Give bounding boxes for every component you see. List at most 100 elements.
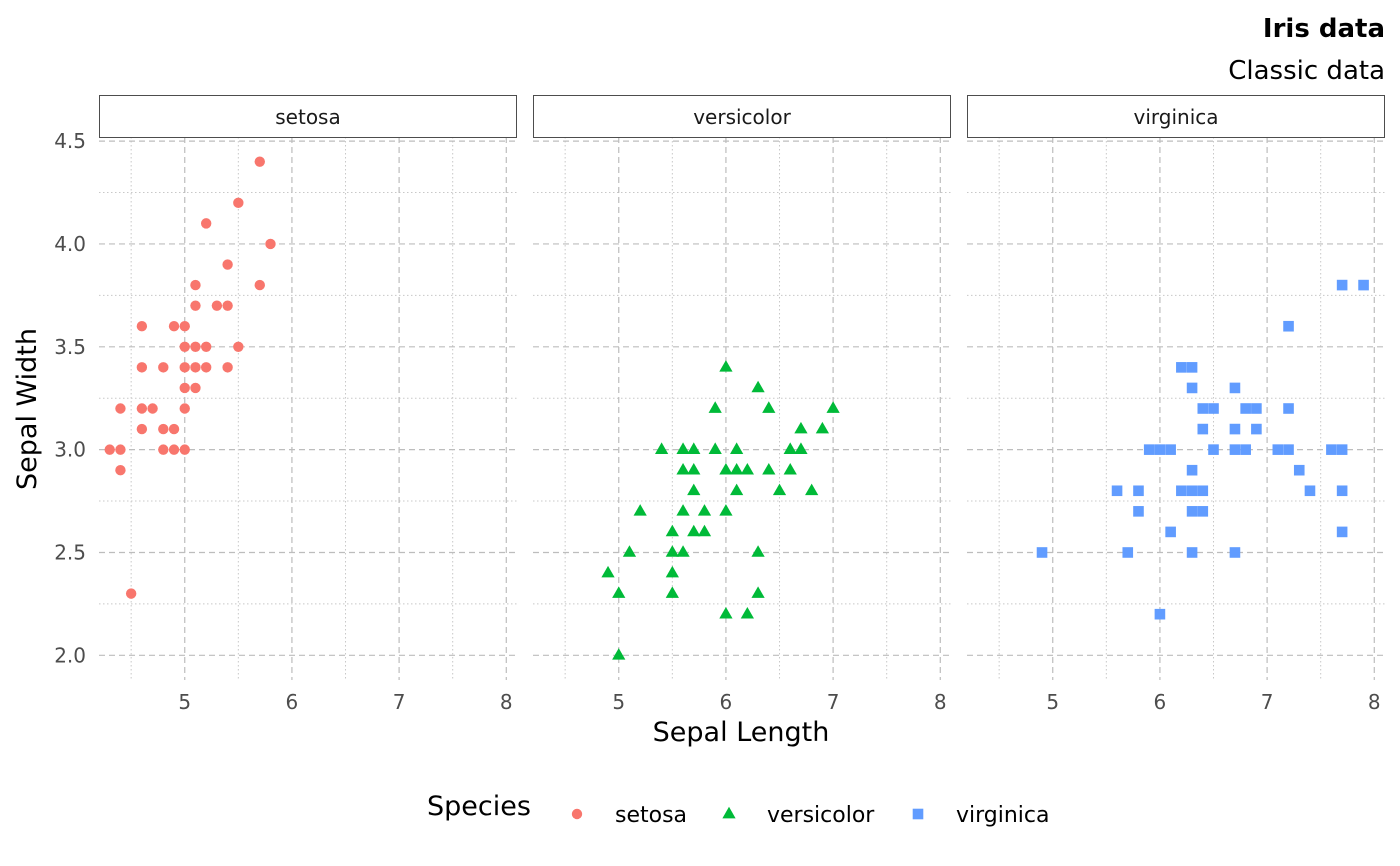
data-point-setosa [179,403,190,414]
y-tick-label: 2.5 [54,540,86,564]
axes: 5 6 7 8 5 6 7 8 5 6 7 8 2.0 2.5 3.0 3.5 4.0 4.5 [54,129,1380,714]
data-point-setosa [158,444,169,455]
data-point-versicolor [751,380,765,393]
data-point-virginica [1283,320,1294,332]
legend-label-virginica: virginica [956,803,1050,828]
data-point-setosa [168,444,180,455]
data-point-versicolor [676,504,690,516]
data-point-setosa [179,444,190,455]
grid-layer [99,137,1385,680]
data-point-setosa [233,197,244,209]
data-point-virginica [1208,403,1219,414]
data-point-virginica [1358,279,1369,291]
data-point-versicolor [815,421,830,434]
data-point-virginica [1304,485,1316,497]
x-tick-label: 8 [934,690,947,714]
data-point-setosa [222,300,233,311]
data-point-versicolor [730,442,744,454]
data-point-versicolor [687,524,701,537]
data-point-setosa [179,341,190,352]
data-point-setosa [115,465,126,476]
data-point-setosa [200,362,212,373]
data-point-versicolor [794,421,808,434]
data-point-versicolor [708,442,722,454]
data-point-virginica [1293,464,1305,476]
data-point-versicolor [751,545,765,557]
data-point-virginica [1336,279,1348,291]
data-point-setosa [168,321,180,332]
data-point-virginica [1336,526,1348,538]
y-tick-label: 4.5 [54,129,86,153]
x-tick-label: 7 [393,690,406,714]
data-point-virginica [1186,506,1198,517]
data-point-setosa [179,382,190,394]
data-point-virginica [1240,444,1251,455]
data-point-virginica [1186,464,1198,476]
y-axis-title: Sepal Width [12,328,43,490]
data-point-virginica [1326,444,1337,455]
data-point-virginica [1229,444,1241,455]
data-point-versicolor [676,545,690,557]
legend-key-virginica [912,808,924,820]
data-point-versicolor [665,565,679,578]
data-point-virginica [1111,485,1123,497]
data-point-virginica [1197,403,1209,414]
data-points [104,156,1369,660]
data-point-versicolor [708,401,722,413]
data-point-versicolor [697,504,712,516]
x-axis-title: Sepal Length [653,717,830,748]
data-point-versicolor [633,504,647,516]
x-tick-label: 6 [720,690,733,714]
data-point-setosa [233,341,244,352]
data-point-versicolor [719,360,733,372]
data-point-setosa [200,218,212,229]
data-point-versicolor [601,565,615,578]
data-point-setosa [104,444,115,455]
data-point-setosa [115,444,126,455]
data-point-virginica [1176,362,1187,373]
facet-strip-label-setosa: setosa [275,105,340,129]
data-point-versicolor [665,524,679,537]
facet-strip-label-versicolor: versicolor [693,105,791,129]
data-point-setosa [136,423,148,435]
data-point-versicolor [740,606,754,619]
data-point-setosa [190,341,201,352]
data-point-setosa [158,423,169,435]
y-tick-label: 3.5 [54,335,86,359]
chart-subtitle: Classic data [1228,56,1385,86]
data-point-virginica [1186,547,1198,558]
data-point-setosa [136,321,148,332]
data-point-versicolor [676,463,690,475]
x-tick-label: 5 [612,690,625,714]
x-tick-label: 6 [1154,690,1167,714]
data-point-setosa [190,382,201,394]
data-point-virginica [1186,485,1198,497]
data-point-versicolor [783,442,797,454]
y-tick-label: 4.0 [54,232,86,256]
x-tick-label: 5 [178,690,191,714]
data-point-setosa [179,321,190,332]
data-point-virginica [1165,444,1176,455]
data-point-virginica [1143,444,1155,455]
x-tick-label: 8 [500,690,513,714]
x-tick-label: 7 [827,690,840,714]
facet-strip-virginica [967,95,1385,138]
data-point-setosa [254,279,265,291]
data-point-virginica [1165,526,1176,538]
legend-label-versicolor: versicolor [767,803,875,828]
x-tick-label: 6 [286,690,299,714]
data-point-versicolor [730,483,744,496]
data-point-setosa [190,279,201,291]
data-point-setosa [254,156,265,167]
data-point-versicolor [687,483,701,496]
data-point-versicolor [654,442,669,454]
x-tick-label: 5 [1046,690,1059,714]
data-point-virginica [1197,506,1209,517]
data-point-versicolor [762,463,776,475]
data-point-setosa [115,403,126,414]
data-point-setosa [190,362,201,373]
data-point-virginica [1176,485,1187,497]
data-point-setosa [136,362,148,373]
data-point-versicolor [783,463,797,475]
